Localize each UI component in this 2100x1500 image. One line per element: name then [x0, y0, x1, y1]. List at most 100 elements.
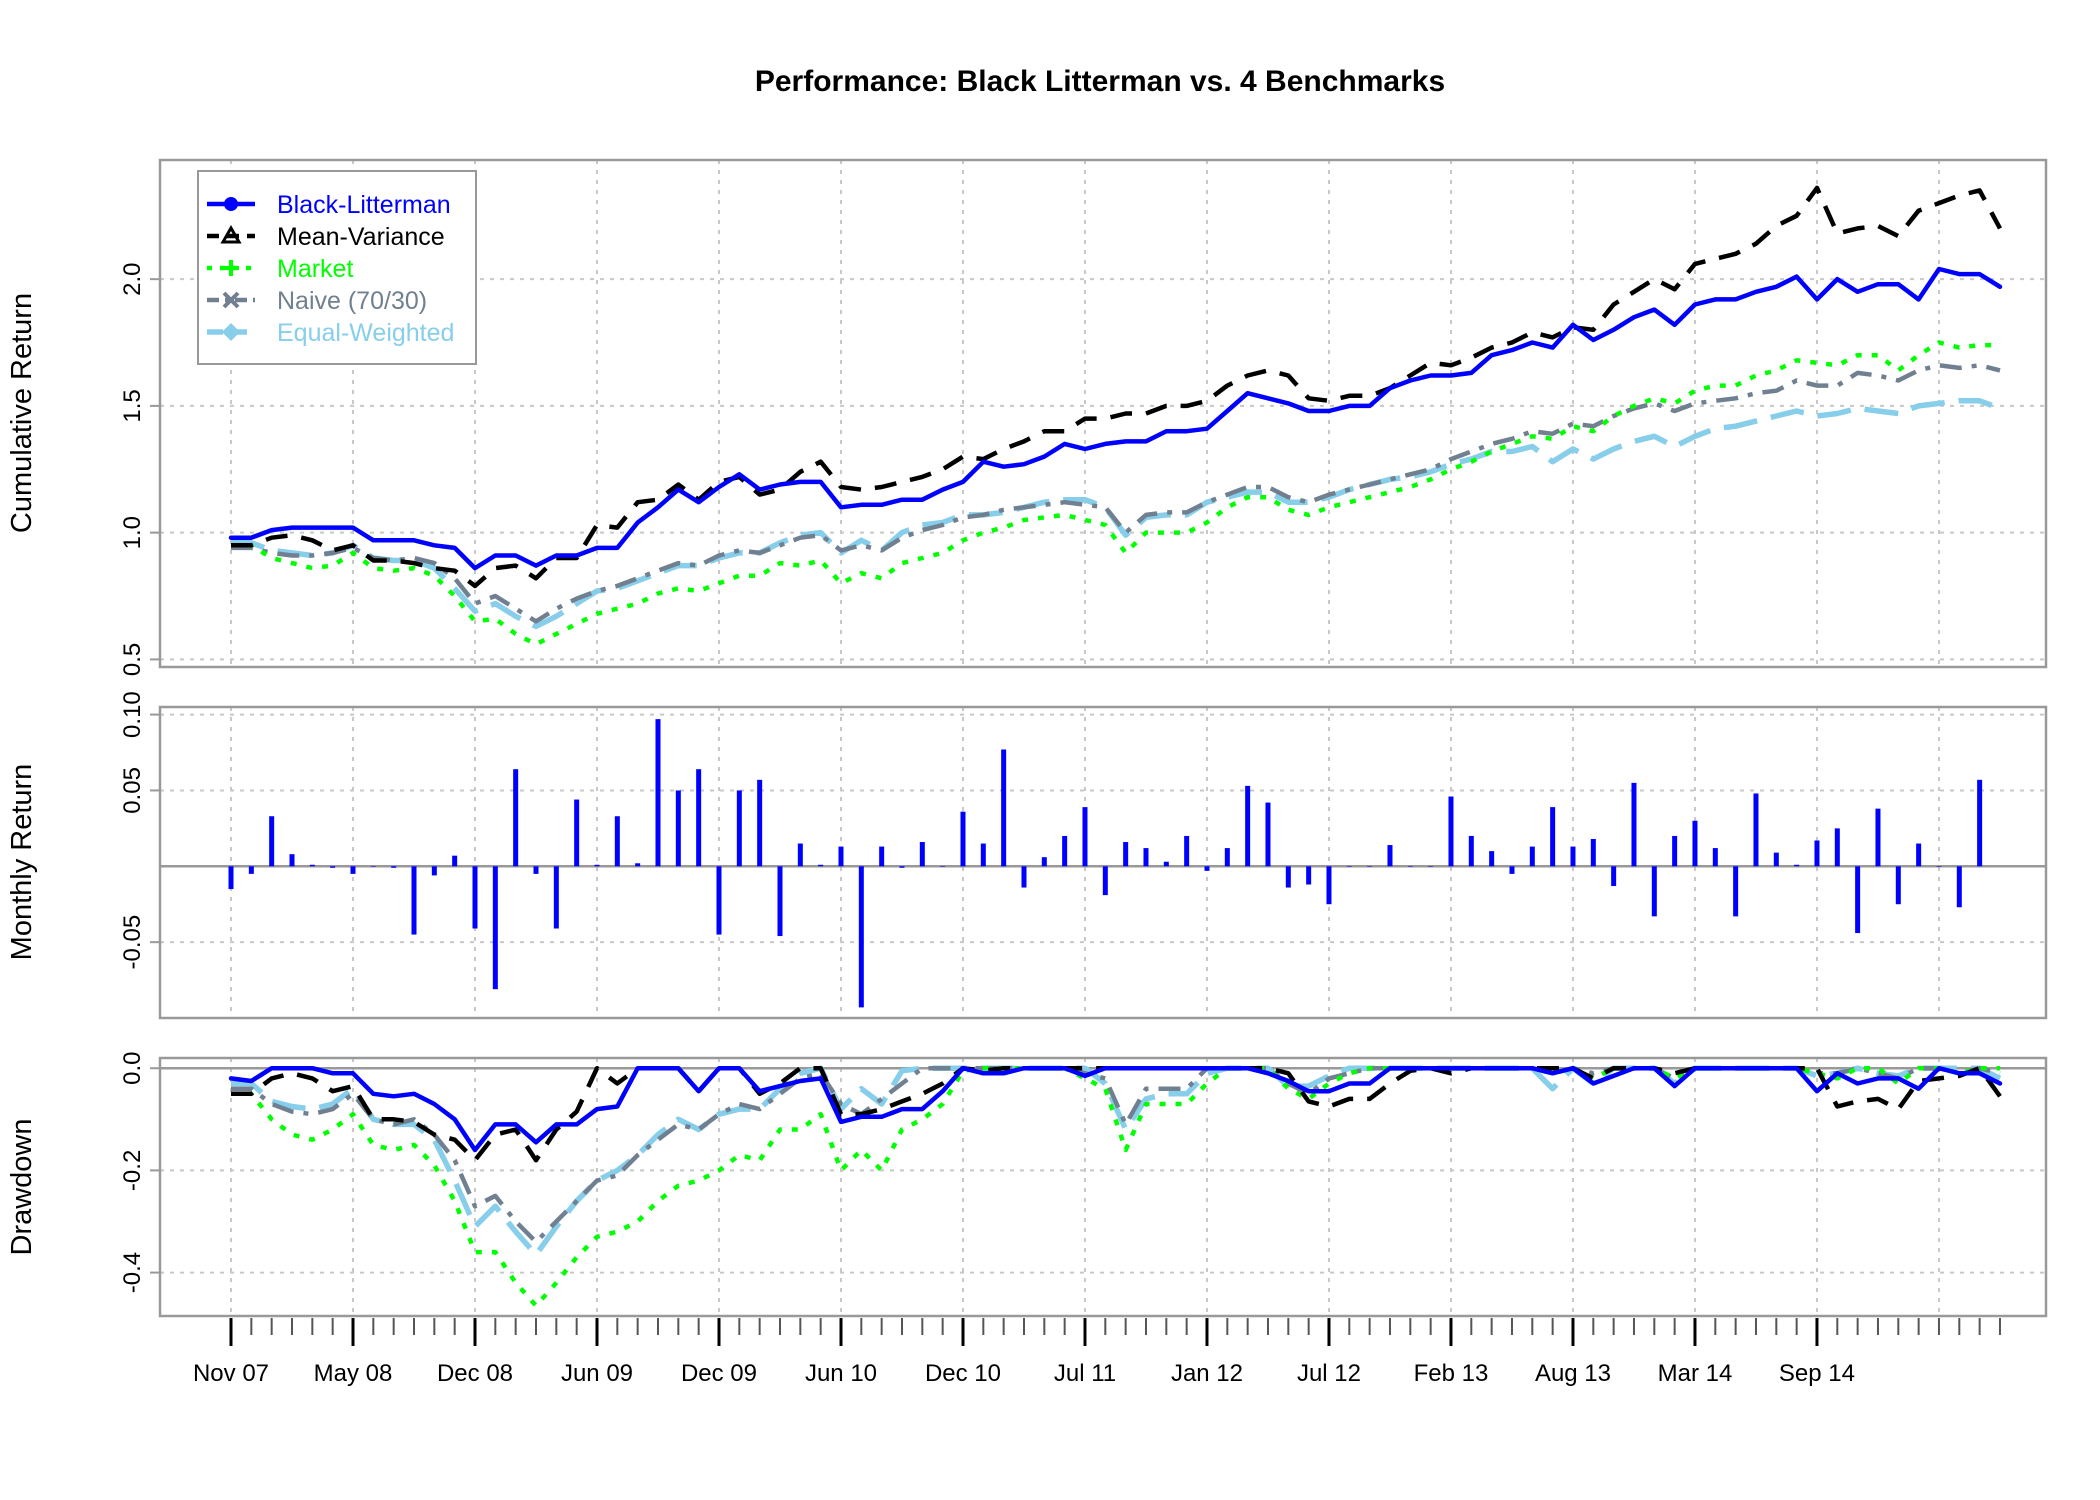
- legend-marker-diamond: [222, 323, 240, 341]
- monthly-return-bar: [1570, 846, 1576, 867]
- monthly-return-bar: [1062, 835, 1068, 867]
- monthly-return-bar: [1936, 866, 1942, 867]
- monthly-return-bar: [1041, 857, 1047, 867]
- x-tick-label: Jan 12: [1171, 1360, 1243, 1387]
- monthly-return-bar: [228, 866, 234, 890]
- y-axis-label: Cumulative Return: [6, 293, 38, 533]
- monthly-return-bar: [330, 866, 336, 868]
- legend-label: Naive (70/30): [277, 287, 427, 315]
- monthly-return-bar: [1956, 866, 1962, 908]
- y-tick-label: 1.0: [119, 516, 146, 549]
- legend-label: Market: [277, 255, 353, 283]
- series-line-cumulative-market: [231, 340, 2000, 647]
- y-tick-label: 0.05: [119, 767, 146, 814]
- monthly-return-bar: [1306, 866, 1312, 885]
- x-tick-label: Feb 13: [1414, 1360, 1489, 1387]
- y-tick-label: 0.5: [119, 643, 146, 676]
- monthly-return-bar: [370, 866, 376, 867]
- x-tick-label: Sep 14: [1779, 1360, 1855, 1387]
- monthly-return-bar: [1651, 866, 1657, 917]
- monthly-return-bar: [1428, 866, 1434, 867]
- monthly-return-bar: [1529, 846, 1535, 867]
- monthly-return-bar: [1753, 793, 1759, 867]
- monthly-return-bar: [838, 846, 844, 867]
- monthly-return-bar: [1550, 807, 1556, 867]
- monthly-return-bar: [980, 843, 986, 867]
- chart-title: Performance: Black Litterman vs. 4 Bench…: [755, 65, 1445, 98]
- monthly-return-bar: [1448, 796, 1454, 867]
- monthly-return-bar: [1021, 866, 1027, 888]
- y-tick-label: 0.10: [119, 691, 146, 738]
- monthly-return-bar: [858, 866, 864, 1008]
- x-tick-label: Mar 14: [1658, 1360, 1733, 1387]
- monthly-return-bar: [1692, 820, 1698, 867]
- y-tick-label: -0.4: [119, 1252, 146, 1293]
- monthly-return-bar: [1509, 866, 1515, 874]
- monthly-return-bar: [1204, 866, 1210, 871]
- x-tick-label: Dec 10: [925, 1360, 1001, 1387]
- monthly-return-bar: [797, 843, 803, 867]
- y-tick-label: 1.5: [119, 389, 146, 422]
- monthly-return-bar: [492, 866, 498, 990]
- monthly-return-bar: [1082, 807, 1088, 867]
- legend: Black-Litterman Mean-Variance Market Naive …: [197, 170, 477, 365]
- monthly-return-bar: [1245, 785, 1251, 867]
- monthly-return-bar: [1834, 828, 1840, 867]
- monthly-return-bar: [553, 866, 559, 929]
- panel-frame: [158, 705, 2048, 1020]
- monthly-return-bar: [716, 866, 722, 935]
- monthly-return-bar: [1346, 866, 1352, 867]
- monthly-return-bar: [269, 816, 275, 867]
- monthly-return-bar: [431, 866, 437, 876]
- x-tick-label: Dec 08: [437, 1360, 513, 1387]
- series-line-drawdown-black-litterman: [228, 1065, 2003, 1153]
- monthly-return-bar: [1712, 848, 1718, 867]
- monthly-return-bar: [1672, 835, 1678, 867]
- y-tick-label: -0.2: [119, 1150, 146, 1191]
- monthly-return-bar: [533, 866, 539, 874]
- panel-frame: [158, 158, 2048, 669]
- legend-marker-plus: [223, 260, 239, 276]
- legend-label: Black-Litterman: [277, 191, 451, 219]
- drawdown-panel: -0.4 -0.2 0.0 Drawdown: [6, 1052, 2048, 1318]
- monthly-return-bar: [1794, 864, 1800, 867]
- monthly-return-bar: [452, 855, 458, 867]
- legend-label: Equal-Weighted: [277, 319, 454, 347]
- panel-frame: [158, 1056, 2048, 1318]
- series-line-cumulative-black-litterman: [228, 266, 2003, 571]
- x-tick-label: Jun 10: [805, 1360, 877, 1387]
- monthly-return-bar: [1468, 835, 1474, 867]
- monthly-return-bar: [1001, 749, 1007, 867]
- legend-label: Mean-Variance: [277, 223, 445, 251]
- monthly-return-bar: [635, 863, 641, 867]
- monthly-return-bar: [1184, 835, 1190, 867]
- x-axis: Nov 07 May 08 Dec 08 Jun 09 Dec 09 Jun 10 Dec …: [193, 1318, 2001, 1387]
- monthly-return-bar: [614, 816, 620, 867]
- monthly-return-bar: [1387, 845, 1393, 867]
- monthly-return-bar: [818, 864, 824, 867]
- monthly-return-bar: [1631, 782, 1637, 867]
- y-tick-label: 0.0: [119, 1052, 146, 1085]
- monthly-return-bar: [1163, 861, 1169, 867]
- x-tick-label: May 08: [314, 1360, 393, 1387]
- monthly-return-bar: [1102, 866, 1108, 896]
- monthly-return-bar: [655, 719, 661, 867]
- monthly-return-bar: [1123, 842, 1129, 867]
- monthly-return-bar: [309, 864, 315, 867]
- monthly-return-bar: [1224, 848, 1230, 867]
- monthly-return-bar: [1875, 808, 1881, 867]
- x-tick-label: Jul 12: [1297, 1360, 1361, 1387]
- x-tick-label: Dec 09: [681, 1360, 757, 1387]
- monthly-return-bar: [1855, 866, 1861, 934]
- monthly-return-bar: [289, 854, 295, 867]
- x-tick-label: Jul 11: [1054, 1360, 1116, 1387]
- monthly-return-bar: [919, 842, 925, 867]
- monthly-return-bar: [940, 866, 946, 867]
- legend-marker-cross: [222, 291, 240, 309]
- monthly-return-bar: [1489, 851, 1495, 867]
- monthly-return-bar: [472, 866, 478, 929]
- legend-marker-triangle: [220, 224, 242, 244]
- series-line-cumulative-mean-variance: [231, 185, 2002, 589]
- monthly-return-panel: -0.05 0.05 0.10 Monthly Return: [6, 691, 2048, 1020]
